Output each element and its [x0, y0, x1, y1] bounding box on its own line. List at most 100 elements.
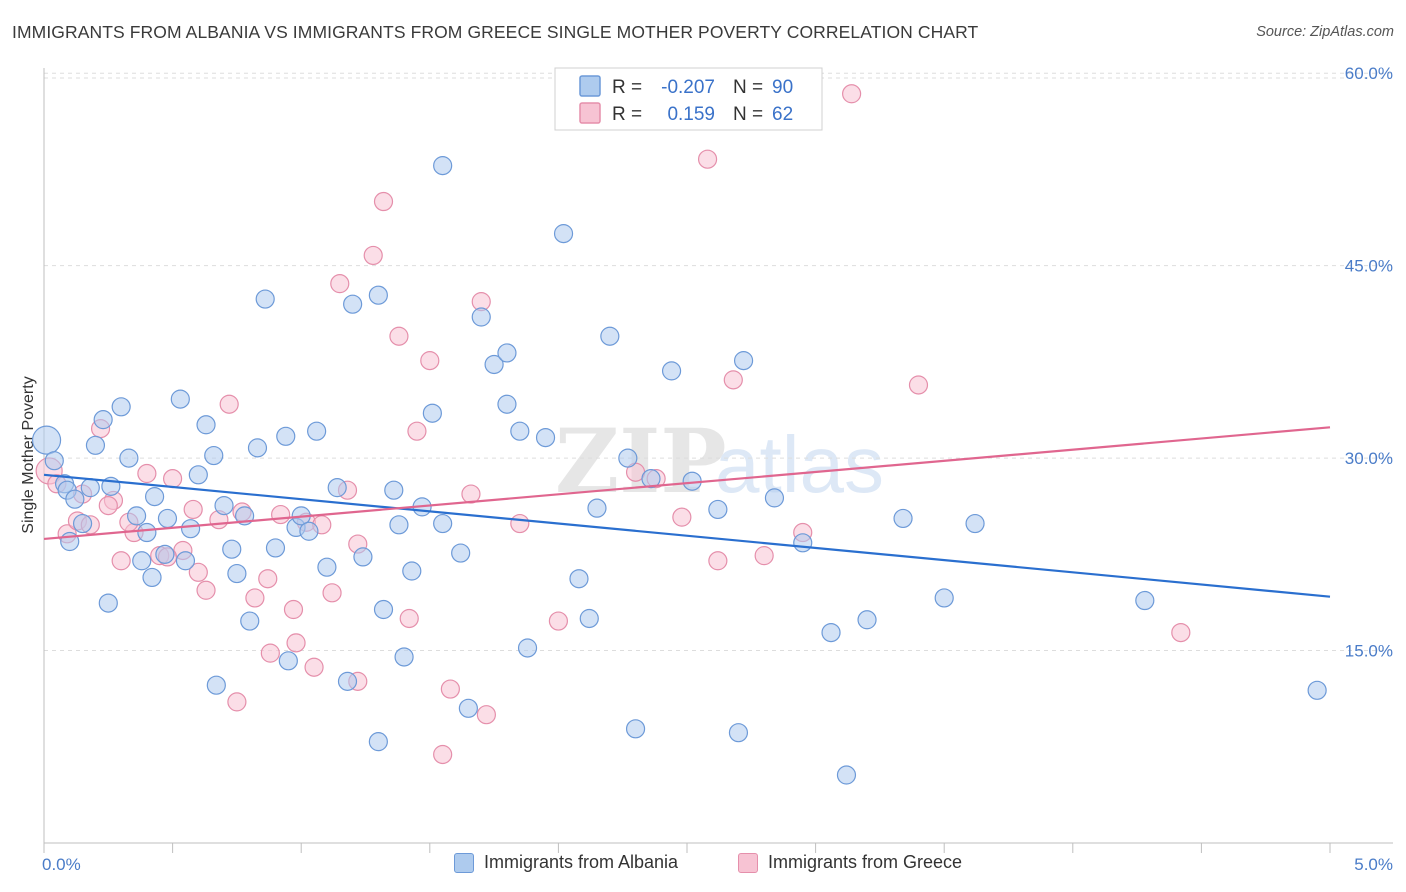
greece-point-32: [440, 679, 460, 699]
albania-point-0: [31, 425, 62, 455]
albania-point-22: [247, 438, 268, 458]
legend-n-value-greece: 62: [772, 104, 793, 125]
albania-point-51: [641, 469, 661, 489]
albania-point-19: [214, 495, 234, 516]
axes: [43, 68, 1393, 844]
albania-point-11: [126, 506, 147, 526]
greece-point-19: [258, 569, 278, 589]
greece-point-18: [245, 588, 265, 608]
albania-point-61: [934, 588, 954, 608]
albania-point-9: [111, 397, 131, 417]
albania-point-17: [196, 415, 216, 435]
albania-point-49: [600, 326, 620, 346]
albania-point-82: [155, 544, 175, 564]
albania-point-29: [317, 557, 337, 577]
albania-point-85: [384, 480, 404, 500]
x-tick-label-0: 0.0%: [42, 855, 81, 874]
albania-point-78: [625, 719, 646, 739]
albania-point-38: [422, 403, 442, 423]
albania-point-16: [181, 519, 201, 539]
legend-r-label-albania: R =: [612, 77, 647, 98]
albania-point-75: [458, 698, 478, 718]
greece-point-28: [373, 191, 394, 212]
albania-point-5: [72, 513, 93, 534]
albania-point-60: [893, 508, 913, 529]
greece-point-44: [908, 375, 929, 395]
bottom-legend-label-greece: Immigrants from Greece: [768, 852, 963, 872]
bottom-legend-swatch-albania: [454, 852, 474, 873]
albania-point-64: [1307, 680, 1327, 700]
albania-point-1: [44, 451, 64, 471]
x-ticks: 0.0% 5.0%: [42, 843, 1393, 874]
albania-point-73: [368, 732, 388, 752]
albania-point-35: [389, 515, 409, 535]
albania-point-15: [170, 389, 190, 409]
legend-r-label-greece: R =: [612, 104, 647, 125]
albania-point-54: [708, 499, 728, 520]
bottom-legend-greece: Immigrants from Greece: [738, 852, 962, 873]
albania-point-80: [836, 765, 857, 785]
legend-swatch-albania: [579, 75, 601, 97]
albania-point-28: [307, 421, 327, 441]
y-axis-title: Single Mother Poverty: [20, 376, 37, 533]
greece-point-54: [304, 657, 324, 677]
albania-point-43: [497, 394, 517, 414]
greece-point-14: [196, 580, 216, 600]
watermark-atlas: atlas: [715, 420, 884, 509]
albania-point-36: [402, 561, 422, 581]
greece-point-55: [330, 274, 350, 294]
albania-point-30: [327, 478, 347, 498]
albania-point-71: [278, 651, 298, 671]
greece-point-38: [672, 507, 692, 527]
bottom-legend-albania: Immigrants from Albania: [454, 852, 678, 873]
watermark-zip: ZIP: [555, 409, 727, 513]
greece-point-50: [188, 562, 208, 582]
albania-point-46: [553, 224, 574, 244]
greece-point-53: [286, 633, 306, 653]
albania-point-32: [353, 547, 373, 567]
albania-point-67: [142, 567, 162, 588]
albania-point-57: [793, 533, 813, 553]
albania-point-10: [119, 448, 139, 468]
greece-point-52: [260, 643, 280, 663]
y-tick-labels: 15.0% 30.0% 45.0% 60.0%: [1345, 64, 1393, 660]
albania-point-79: [728, 723, 749, 743]
albania-point-52: [661, 361, 682, 381]
y-tick-label-3: 60.0%: [1345, 64, 1393, 83]
greece-point-43: [842, 84, 862, 104]
trend-lines: [43, 426, 1331, 598]
greece-point-34: [476, 705, 496, 725]
albania-point-24: [265, 538, 286, 558]
bottom-legend-swatch-greece: [738, 852, 758, 873]
albania-point-84: [299, 521, 319, 541]
greece-point-24: [322, 583, 342, 603]
greece-point-29: [389, 326, 409, 346]
chart-title: IMMIGRANTS FROM ALBANIA VS IMMIGRANTS FR…: [12, 22, 979, 42]
greece-point-36: [548, 611, 569, 631]
albania-point-58: [821, 622, 841, 643]
albania-point-81: [80, 478, 100, 498]
albania-point-89: [132, 551, 152, 571]
albania-point-41: [471, 307, 491, 327]
albania-point-20: [222, 539, 242, 559]
greece-point-51: [227, 692, 247, 712]
albania-point-68: [175, 551, 196, 571]
albania-point-44: [510, 421, 530, 441]
bottom-legend-label-albania: Immigrants from Albania: [484, 852, 679, 872]
greece-point-45: [1171, 622, 1191, 643]
legend-r-value-albania: -0.207: [661, 77, 715, 98]
greece-point-61: [708, 551, 728, 571]
greece-point-41: [754, 546, 774, 566]
greece-point-13: [183, 499, 203, 520]
albania-point-55: [733, 351, 754, 371]
greece-point-20: [271, 504, 291, 525]
albania-point-48: [587, 498, 607, 518]
albania-point-70: [240, 611, 260, 631]
greece-point-33: [461, 484, 481, 504]
greece-point-16: [219, 394, 239, 414]
greece-point-35: [510, 513, 530, 534]
albania-point-76: [517, 638, 538, 658]
albania-point-6: [85, 435, 106, 455]
albania-point-13: [144, 487, 165, 507]
greece-point-27: [363, 245, 383, 266]
